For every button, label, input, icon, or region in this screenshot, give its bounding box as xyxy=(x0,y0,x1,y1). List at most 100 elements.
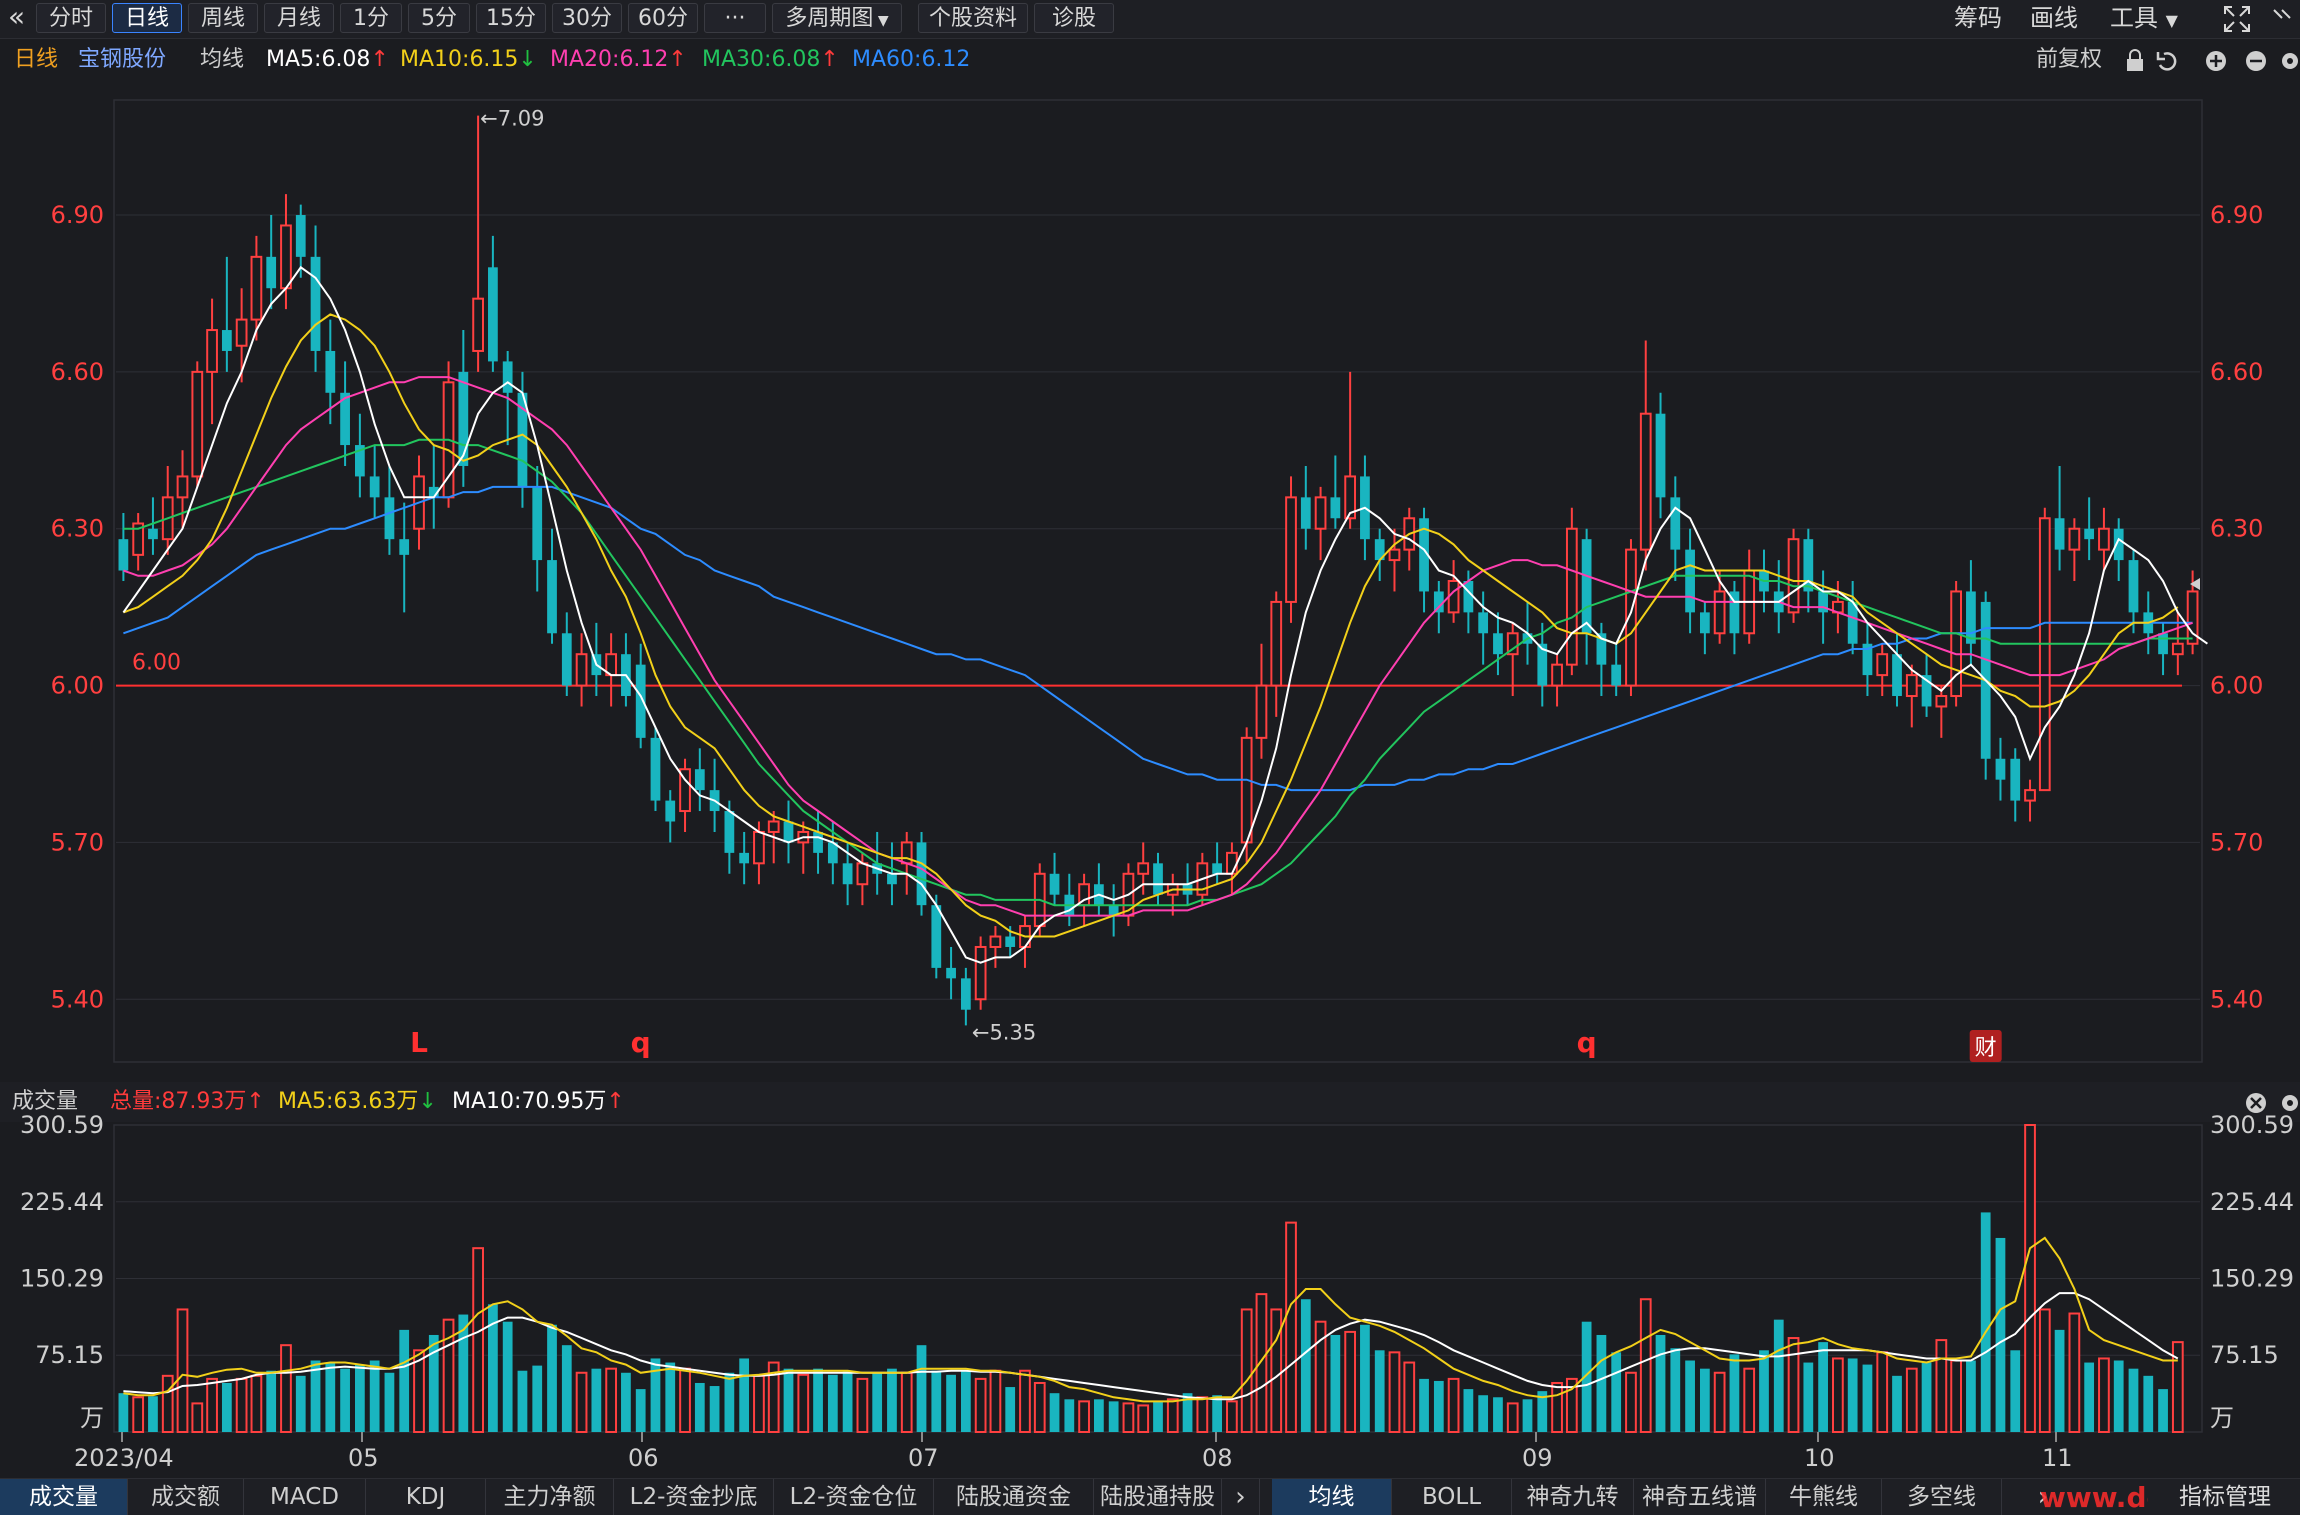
volume-bar xyxy=(2171,1341,2184,1433)
zoom-out-icon[interactable] xyxy=(2246,51,2266,71)
period-tab-6[interactable]: 15分 xyxy=(476,3,546,33)
zoom-in-icon[interactable] xyxy=(2206,51,2226,71)
price-tick-left: 6.00 xyxy=(51,672,104,700)
reference-line-label: 6.00 xyxy=(132,651,181,676)
period-tab-12[interactable]: 诊股 xyxy=(1034,3,1114,33)
watermark: www.dd... xyxy=(2040,1481,2148,1514)
volume-tick-right: 225.44 xyxy=(2210,1188,2294,1216)
candle-body xyxy=(989,935,1002,948)
volume-bar xyxy=(1699,1368,1710,1432)
x-tick-label: 09 xyxy=(1522,1444,1553,1472)
indicator-tab-6[interactable]: L2-资金仓位 xyxy=(774,1479,934,1515)
volume-legend-bar: 成交量 总量:87.93万↑ MA5:63.63万↓ MA10:70.95万↑ xyxy=(0,1082,2300,1122)
indicator-manage-button[interactable]: 指标管理 xyxy=(2179,1484,2271,1510)
volume-bar xyxy=(1270,1308,1283,1434)
period-tab-4[interactable]: 1分 xyxy=(340,3,402,33)
period-tab-8[interactable]: 60分 xyxy=(628,3,698,33)
volume-bar xyxy=(813,1368,823,1432)
indicator-tab-0[interactable]: 成交量 xyxy=(0,1479,128,1515)
overlay-tab-5[interactable]: 多空线 xyxy=(1882,1479,2002,1515)
candle-body xyxy=(354,445,365,477)
chevron-right-icon[interactable]: › xyxy=(2037,1482,2049,1512)
volume-bar xyxy=(842,1370,853,1432)
candle-body xyxy=(739,852,750,864)
lock-icon[interactable] xyxy=(2127,49,2143,71)
line-type-label[interactable]: 均线 xyxy=(200,47,245,72)
volume-bar xyxy=(1876,1351,1889,1433)
indicator-tab-2[interactable]: MACD xyxy=(244,1479,366,1515)
volume-bar xyxy=(1094,1399,1104,1432)
indicator-tab-3[interactable]: KDJ xyxy=(366,1479,486,1515)
period-tab-2[interactable]: 周线 xyxy=(188,3,258,33)
candle-body xyxy=(488,267,498,362)
candle-body xyxy=(946,967,956,979)
candle-body xyxy=(340,392,350,446)
volume-bar xyxy=(1847,1358,1858,1432)
period-tab-5[interactable]: 5分 xyxy=(408,3,470,33)
volume-label[interactable]: 成交量 xyxy=(12,1089,79,1114)
overlay-tab-0[interactable]: 均线 xyxy=(1272,1479,1392,1515)
volume-bar xyxy=(872,1372,883,1432)
adjust-button[interactable]: 前复权 xyxy=(2036,47,2103,72)
expand-icon[interactable] xyxy=(2222,4,2252,34)
back-icon[interactable]: « xyxy=(8,0,26,33)
volume-bar xyxy=(221,1382,232,1432)
ma5-line xyxy=(122,265,2208,964)
overlay-tab-4[interactable]: 牛熊线 xyxy=(1766,1479,1882,1515)
indicator-tab-7[interactable]: 陆股通资金 xyxy=(934,1479,1094,1515)
candle-body xyxy=(753,830,765,865)
period-tab-10[interactable]: 多周期图 ▼ xyxy=(772,3,902,33)
period-tab-1[interactable]: 日线 xyxy=(112,3,182,33)
undo-icon[interactable] xyxy=(2156,52,2177,71)
candle-body xyxy=(547,560,557,634)
signal-marker: q xyxy=(1577,1026,1597,1059)
indicator-tab-5[interactable]: L2-资金抄底 xyxy=(614,1479,774,1515)
volume-bar xyxy=(575,1371,588,1434)
candle-body xyxy=(679,768,691,813)
period-tab-11[interactable]: 个股资料 xyxy=(918,3,1028,33)
candle-body xyxy=(206,329,218,373)
tools-button[interactable]: 工具 ▼ xyxy=(2110,3,2178,33)
volume-tick-left: 150.29 xyxy=(20,1265,104,1293)
close-icon[interactable] xyxy=(2246,1093,2266,1113)
candle-body xyxy=(575,653,588,687)
kline-chart[interactable]: 6.90 6.90 6.60 6.60 6.30 6.30 6.00 6.00 5.70 5.70… xyxy=(0,0,2300,1478)
volume-bar xyxy=(1033,1381,1046,1434)
volume-bar xyxy=(635,1389,646,1432)
stock-name[interactable]: 宝钢股份 xyxy=(78,47,167,72)
volume-bar xyxy=(1300,1299,1311,1432)
indicator-tab-1[interactable]: 成交额 xyxy=(128,1479,244,1515)
collapse-icon[interactable] xyxy=(2270,6,2296,32)
period-tab-9[interactable]: ··· xyxy=(704,3,766,33)
volume-bar xyxy=(1966,1360,1976,1432)
candle-body xyxy=(2113,528,2124,561)
volume-bar xyxy=(916,1345,927,1432)
volume-bar xyxy=(650,1358,661,1432)
volume-bar xyxy=(1226,1400,1238,1433)
period-tab-7[interactable]: 30分 xyxy=(552,3,622,33)
chevron-right-icon[interactable]: › xyxy=(1222,1479,1260,1515)
period-tab-0[interactable]: 分时 xyxy=(36,3,106,33)
chips-button[interactable]: 筹码 xyxy=(1954,4,2002,32)
candle-body xyxy=(250,255,263,321)
overlay-tab-1[interactable]: BOLL xyxy=(1392,1479,1512,1515)
price-tick-left: 6.60 xyxy=(51,358,104,386)
indicator-tab-4[interactable]: 主力净额 xyxy=(486,1479,614,1515)
candle-body xyxy=(2010,758,2021,801)
settings-icon[interactable] xyxy=(2282,1095,2298,1111)
volume-bar xyxy=(1137,1404,1150,1433)
volume-bar xyxy=(1374,1350,1385,1432)
settings-icon[interactable] xyxy=(2278,48,2300,74)
volume-tick-left: 300.59 xyxy=(20,1111,104,1139)
period-tab-3[interactable]: 月线 xyxy=(264,3,334,33)
x-tick-label: 07 xyxy=(908,1444,939,1472)
event-badge-bg xyxy=(1969,1030,2002,1062)
overlay-tab-2[interactable]: 神奇九转 xyxy=(1512,1479,1634,1515)
volume-bar xyxy=(1729,1354,1740,1432)
volume-bar xyxy=(472,1247,484,1433)
chart-controls xyxy=(2127,49,2266,71)
indicator-tab-8[interactable]: 陆股通持股 xyxy=(1094,1479,1222,1515)
volume-bar xyxy=(1285,1221,1297,1433)
overlay-tab-3[interactable]: 神奇五线谱 xyxy=(1634,1479,1766,1515)
draw-line-button[interactable]: 画线 xyxy=(2030,4,2078,32)
